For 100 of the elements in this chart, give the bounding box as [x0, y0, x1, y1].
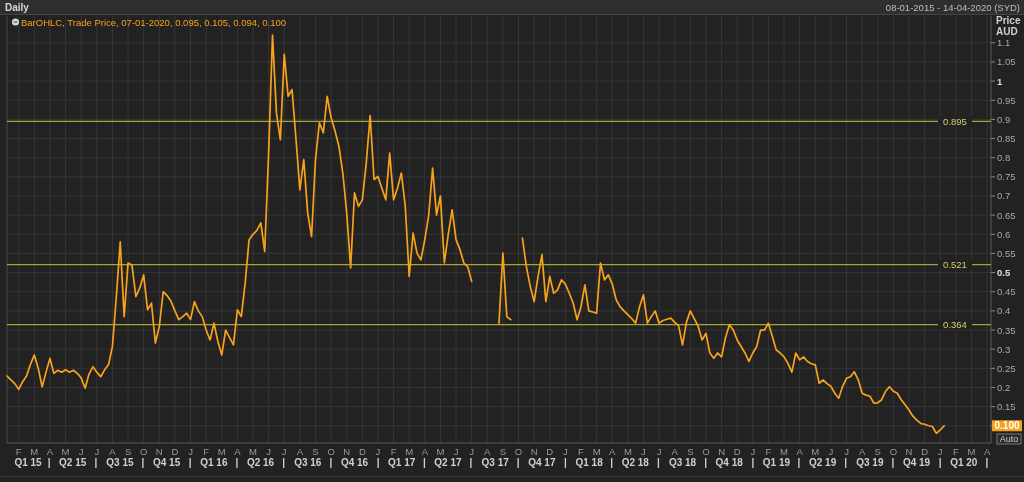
y-tick-label: 0.4	[997, 305, 1011, 317]
x-tick-label: J	[188, 446, 194, 457]
x-tick-label: F	[578, 446, 585, 457]
x-tick-label: A	[234, 446, 242, 457]
x-tick-label: M	[405, 446, 414, 457]
x2-tick-label: Q1 17	[388, 457, 416, 468]
x-tick-label: D	[733, 446, 741, 457]
x2-tick-label: |	[704, 457, 708, 468]
x2-tick-label: |	[47, 457, 51, 468]
x-tick-label: S	[499, 446, 507, 457]
x-tick-label: A	[671, 446, 679, 457]
x-tick-label: A	[609, 446, 617, 457]
x2-tick-label: Q1 19	[762, 457, 791, 468]
x-tick-label: D	[546, 446, 554, 457]
y-tick-label: 1.1	[997, 37, 1011, 49]
y-tick-label: 0.8	[997, 152, 1011, 164]
x2-tick-label: Q1 20	[950, 457, 978, 468]
x-tick-label: M	[811, 446, 820, 457]
y-tick-label: 0.95	[997, 94, 1016, 106]
x2-tick-label: |	[938, 457, 942, 468]
x2-tick-label: Q4 19	[902, 457, 931, 468]
x-tick-label: S	[312, 446, 319, 457]
x-tick-label: J	[375, 446, 381, 457]
y-tick-label: 0.15	[997, 401, 1016, 413]
x2-tick-label: |	[282, 457, 286, 468]
y-tick-label: 0.3	[997, 343, 1011, 355]
x2-tick-label: |	[656, 457, 660, 468]
x2-tick-label: Q2 16	[246, 457, 275, 468]
x2-tick-label: Q4 16	[340, 457, 369, 468]
x-tick-label: M	[623, 446, 632, 457]
x-tick-label: F	[15, 446, 22, 457]
x2-tick-label: |	[844, 457, 848, 468]
x-tick-label: O	[702, 446, 710, 457]
x-tick-label: A	[983, 446, 991, 457]
x-tick-label: M	[436, 446, 445, 457]
x-tick-label: O	[889, 446, 898, 457]
y-tick-label: 0.25	[997, 362, 1016, 374]
x-tick-label: D	[921, 446, 929, 457]
series-label: BarOHLC, Trade Price, 07-01-2020, 0.095, 0.105, 0.094, 0.100	[21, 16, 287, 28]
x-tick-label: F	[390, 446, 397, 457]
x2-tick-label: Q4 18	[715, 457, 744, 468]
x-tick-label: O	[514, 446, 523, 457]
x2-tick-label: |	[188, 457, 192, 468]
x2-tick-label: Q2 17	[434, 457, 462, 468]
x2-tick-label: Q4 15	[153, 457, 181, 468]
x-tick-label: M	[30, 446, 39, 457]
x-tick-label: J	[750, 446, 756, 457]
x-tick-label: M	[61, 446, 70, 457]
x2-tick-label: Q2 18	[621, 457, 650, 468]
x-tick-label: J	[281, 446, 287, 457]
x2-tick-label: |	[329, 457, 333, 468]
y-tick-label: 0.5	[997, 267, 1011, 279]
x2-tick-label: Q3 16	[294, 457, 322, 468]
x-tick-label: S	[874, 446, 881, 457]
chart-subtitle: 08-01-2015 - 14-04-2020 (SYD)	[885, 1, 1020, 13]
x-tick-label: M	[967, 446, 976, 457]
x2-tick-label: Q1 15	[14, 457, 43, 468]
y-tick-label: 0.55	[997, 247, 1016, 259]
x-tick-label: A	[296, 446, 304, 457]
y-tick-label: 0.85	[997, 133, 1016, 145]
x-tick-label: J	[937, 446, 943, 457]
x-tick-label: N	[718, 446, 726, 457]
x-tick-label: M	[592, 446, 601, 457]
x2-tick-label: |	[985, 457, 989, 468]
ref-line-label: 0.521	[943, 259, 967, 271]
y-tick-label: 0.75	[997, 171, 1016, 183]
y-tick-label: 1.05	[997, 56, 1016, 68]
x2-tick-label: Q3 18	[668, 457, 697, 468]
x2-tick-label: |	[141, 457, 145, 468]
ref-line-label: 0.364	[943, 319, 967, 331]
x2-tick-label: |	[94, 457, 98, 468]
x-tick-label: J	[469, 446, 475, 457]
x-tick-label: J	[641, 446, 647, 457]
x-tick-label: F	[203, 446, 210, 457]
x-tick-label: J	[844, 446, 850, 457]
x2-tick-label: |	[516, 457, 520, 468]
x-tick-label: A	[46, 446, 54, 457]
y-tick-label: 0.2	[997, 381, 1011, 393]
x-tick-label: J	[453, 446, 459, 457]
x2-tick-label: Q2 15	[59, 457, 87, 468]
x2-tick-label: |	[797, 457, 801, 468]
x-tick-label: J	[266, 446, 272, 457]
x-tick-label: J	[563, 446, 569, 457]
y-tick-label: 0.7	[997, 190, 1011, 202]
x-tick-label: M	[249, 446, 258, 457]
x-tick-label: A	[109, 446, 117, 457]
y-tick-label: 0.35	[997, 324, 1016, 336]
x2-tick-label: |	[891, 457, 895, 468]
x2-tick-label: Q4 17	[528, 457, 556, 468]
y-tick-label: 0.45	[997, 286, 1016, 298]
x2-tick-label: |	[376, 457, 380, 468]
y-axis-title: Price AUD	[996, 15, 1021, 37]
x-tick-label: A	[858, 446, 866, 457]
x2-tick-label: Q3 19	[856, 457, 884, 468]
x2-tick-label: Q3 15	[106, 457, 134, 468]
y-tick-label: 0.6	[997, 228, 1011, 240]
x2-tick-label: Q1 16	[200, 457, 228, 468]
x2-tick-label: Q1 18	[575, 457, 604, 468]
x-tick-label: M	[217, 446, 226, 457]
x-tick-label: J	[828, 446, 834, 457]
